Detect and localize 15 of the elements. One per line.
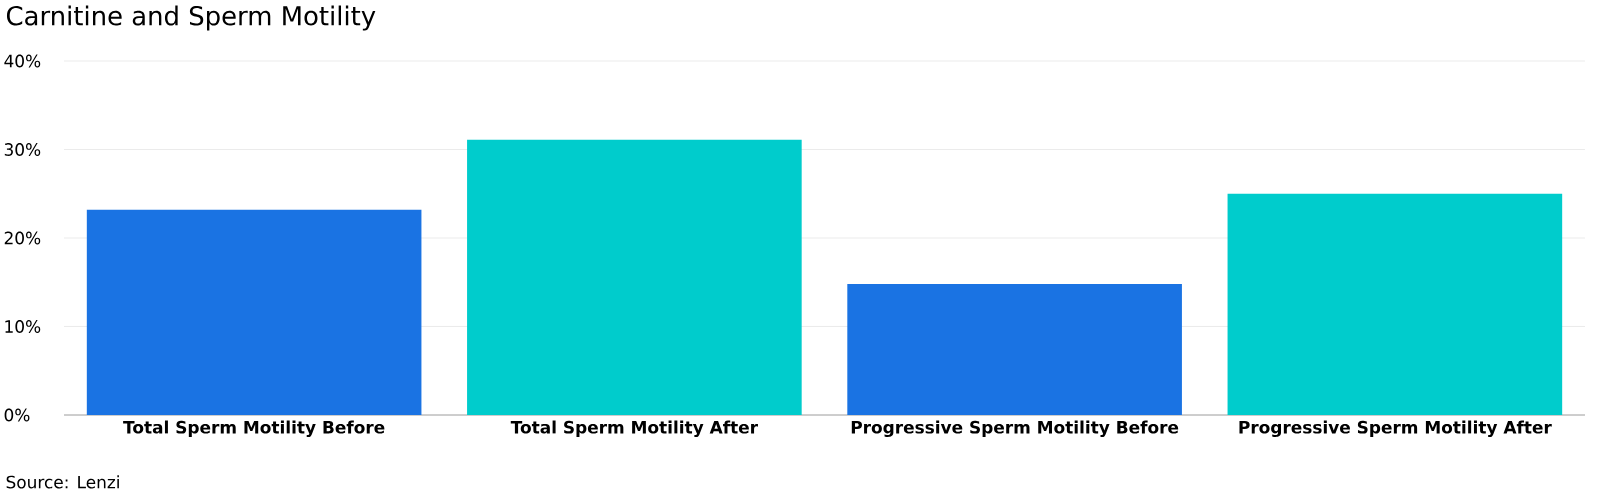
x-tick-label: Total Sperm Motility Before xyxy=(123,420,385,438)
x-tick-label: Progressive Sperm Motility After xyxy=(1239,420,1552,438)
y-tick-label: 30% xyxy=(4,143,41,156)
bar xyxy=(86,209,422,415)
y-tick-label: 20% xyxy=(4,231,41,245)
bar xyxy=(1227,193,1563,415)
bar xyxy=(847,284,1182,415)
y-tick-label: 0% xyxy=(4,408,30,422)
x-tick-label: Total Sperm Motility After xyxy=(510,420,758,438)
bar xyxy=(467,139,802,415)
chart-title: Carnitine and Sperm Motility xyxy=(6,5,376,31)
y-tick-label: 10% xyxy=(5,320,41,333)
y-tick-label: 40% xyxy=(4,54,41,68)
source-note: Source: Lenzi xyxy=(6,475,119,489)
x-tick-label: Progressive Sperm Motility Before xyxy=(851,420,1179,438)
